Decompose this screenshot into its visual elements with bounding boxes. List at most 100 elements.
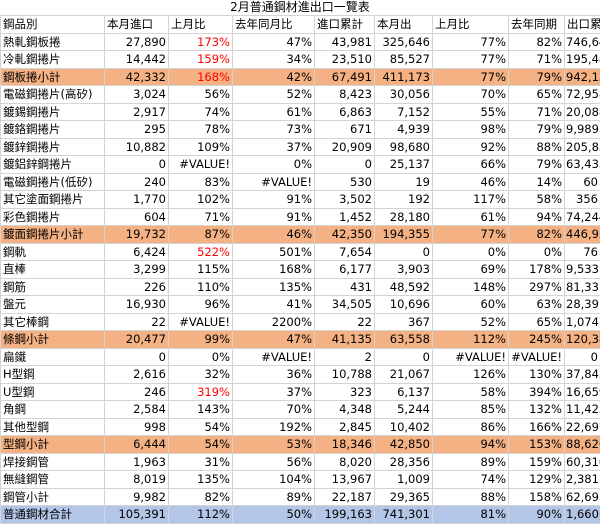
data-cell[interactable]: 98% bbox=[433, 121, 509, 139]
data-cell[interactable]: 55% bbox=[433, 103, 509, 121]
data-cell[interactable]: 148% bbox=[433, 278, 509, 296]
row-label-cell[interactable]: 熱軋鋼板捲 bbox=[1, 33, 105, 51]
row-label-cell[interactable]: 電磁鋼捲片(高矽) bbox=[1, 86, 105, 104]
data-cell[interactable]: 9,982 bbox=[105, 488, 169, 506]
data-cell[interactable]: 16,659 bbox=[565, 383, 600, 401]
data-cell[interactable]: 73% bbox=[233, 121, 315, 139]
data-cell[interactable]: 394% bbox=[509, 383, 565, 401]
data-cell[interactable]: 530 bbox=[315, 173, 375, 191]
row-label-cell[interactable]: 普通鋼材合計 bbox=[1, 506, 105, 524]
data-cell[interactable]: 65% bbox=[509, 313, 565, 331]
data-cell[interactable]: 92% bbox=[433, 138, 509, 156]
data-cell[interactable]: 20,909 bbox=[315, 138, 375, 156]
data-cell[interactable]: 79% bbox=[509, 121, 565, 139]
column-header[interactable]: 出口累計 bbox=[565, 16, 600, 34]
data-cell[interactable]: 11,425 bbox=[565, 401, 600, 419]
data-cell[interactable]: 47% bbox=[233, 331, 315, 349]
data-cell[interactable]: 19,732 bbox=[105, 226, 169, 244]
data-cell[interactable]: 82% bbox=[509, 226, 565, 244]
data-cell[interactable]: 42,850 bbox=[375, 436, 433, 454]
row-label-cell[interactable]: 鍍面鋼捲片小計 bbox=[1, 226, 105, 244]
row-label-cell[interactable]: 其他型鋼 bbox=[1, 418, 105, 436]
data-cell[interactable]: 446,958 bbox=[565, 226, 600, 244]
data-cell[interactable]: 159% bbox=[509, 453, 565, 471]
data-cell[interactable]: 2,616 bbox=[105, 366, 169, 384]
data-cell[interactable]: 942,130 bbox=[565, 68, 600, 86]
data-cell[interactable]: 41,135 bbox=[315, 331, 375, 349]
data-cell[interactable]: 8,423 bbox=[315, 86, 375, 104]
data-cell[interactable]: 0 bbox=[565, 348, 600, 366]
data-cell[interactable]: 115% bbox=[169, 261, 233, 279]
data-cell[interactable]: 83% bbox=[169, 173, 233, 191]
data-cell[interactable]: 9,533 bbox=[565, 261, 600, 279]
data-cell[interactable]: 0 bbox=[375, 243, 433, 261]
data-cell[interactable]: 1,963 bbox=[105, 453, 169, 471]
data-cell[interactable]: 91% bbox=[233, 191, 315, 209]
row-label-cell[interactable]: 冷軋鋼捲片 bbox=[1, 51, 105, 69]
data-cell[interactable]: 8,019 bbox=[105, 471, 169, 489]
data-cell[interactable]: 240 bbox=[105, 173, 169, 191]
row-label-cell[interactable]: 型鋼小計 bbox=[1, 436, 105, 454]
data-cell[interactable]: 2,917 bbox=[105, 103, 169, 121]
data-cell[interactable]: 246 bbox=[105, 383, 169, 401]
data-cell[interactable]: 132% bbox=[509, 401, 565, 419]
data-cell[interactable]: #VALUE! bbox=[509, 348, 565, 366]
data-cell[interactable]: 112% bbox=[169, 506, 233, 524]
data-cell[interactable]: 6,863 bbox=[315, 103, 375, 121]
data-cell[interactable]: 0 bbox=[105, 348, 169, 366]
data-cell[interactable]: 61% bbox=[433, 208, 509, 226]
data-cell[interactable]: 28,180 bbox=[375, 208, 433, 226]
data-cell[interactable]: 20,477 bbox=[105, 331, 169, 349]
data-cell[interactable]: 6,137 bbox=[375, 383, 433, 401]
data-cell[interactable]: 356 bbox=[565, 191, 600, 209]
data-cell[interactable]: 77% bbox=[433, 226, 509, 244]
data-cell[interactable]: 23,510 bbox=[315, 51, 375, 69]
data-cell[interactable]: 741,301 bbox=[375, 506, 433, 524]
data-cell[interactable]: 81,331 bbox=[565, 278, 600, 296]
data-cell[interactable]: 72,958 bbox=[565, 86, 600, 104]
data-cell[interactable]: 31% bbox=[169, 453, 233, 471]
data-cell[interactable]: 194,355 bbox=[375, 226, 433, 244]
data-cell[interactable]: 63% bbox=[509, 296, 565, 314]
data-cell[interactable]: 66% bbox=[433, 156, 509, 174]
data-cell[interactable]: 8,020 bbox=[315, 453, 375, 471]
data-cell[interactable]: #VALUE! bbox=[169, 156, 233, 174]
data-cell[interactable]: 671 bbox=[315, 121, 375, 139]
data-cell[interactable]: 76 bbox=[565, 243, 600, 261]
data-cell[interactable]: 6,444 bbox=[105, 436, 169, 454]
data-cell[interactable]: 37,845 bbox=[565, 366, 600, 384]
data-cell[interactable]: 102% bbox=[169, 191, 233, 209]
data-cell[interactable]: 192 bbox=[375, 191, 433, 209]
data-cell[interactable]: 226 bbox=[105, 278, 169, 296]
data-cell[interactable]: 14,442 bbox=[105, 51, 169, 69]
row-label-cell[interactable]: 無縫鋼管 bbox=[1, 471, 105, 489]
data-cell[interactable]: 79% bbox=[509, 68, 565, 86]
data-cell[interactable]: 79% bbox=[509, 156, 565, 174]
data-cell[interactable]: 56% bbox=[169, 86, 233, 104]
data-cell[interactable]: 22,187 bbox=[315, 488, 375, 506]
data-cell[interactable]: 74% bbox=[433, 471, 509, 489]
data-cell[interactable]: 85% bbox=[433, 401, 509, 419]
data-cell[interactable]: 20,088 bbox=[565, 103, 600, 121]
data-cell[interactable]: 77% bbox=[433, 33, 509, 51]
data-cell[interactable]: 34% bbox=[233, 51, 315, 69]
data-cell[interactable]: 99% bbox=[169, 331, 233, 349]
data-cell[interactable]: 0% bbox=[509, 243, 565, 261]
data-cell[interactable]: 77% bbox=[433, 68, 509, 86]
data-cell[interactable]: 0 bbox=[375, 348, 433, 366]
row-label-cell[interactable]: 焊接鋼管 bbox=[1, 453, 105, 471]
data-cell[interactable]: 98,680 bbox=[375, 138, 433, 156]
data-cell[interactable]: 46% bbox=[433, 173, 509, 191]
data-cell[interactable]: 63,433 bbox=[565, 156, 600, 174]
data-cell[interactable]: 18,346 bbox=[315, 436, 375, 454]
data-cell[interactable]: 90% bbox=[509, 506, 565, 524]
column-header[interactable]: 去年同月比 bbox=[233, 16, 315, 34]
data-cell[interactable]: 0 bbox=[315, 156, 375, 174]
data-cell[interactable]: 88% bbox=[509, 138, 565, 156]
data-cell[interactable]: 168% bbox=[233, 261, 315, 279]
data-cell[interactable]: 158% bbox=[509, 488, 565, 506]
data-cell[interactable]: 110% bbox=[169, 278, 233, 296]
data-cell[interactable]: 3,299 bbox=[105, 261, 169, 279]
data-cell[interactable]: 319% bbox=[169, 383, 233, 401]
data-cell[interactable]: 10,402 bbox=[375, 418, 433, 436]
